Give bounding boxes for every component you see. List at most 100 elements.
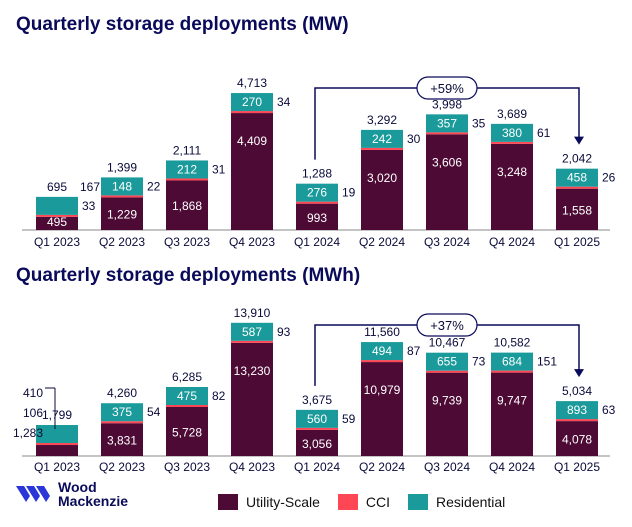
- logo-line-1: Wood: [58, 479, 97, 495]
- data-label-utility: 3,056: [302, 437, 332, 451]
- data-label-utility: 3,831: [107, 434, 137, 448]
- x-tick-label: Q4 2023: [229, 235, 275, 249]
- x-tick-label: Q2 2023: [99, 235, 145, 249]
- x-tick-label: Q3 2024: [424, 460, 470, 474]
- data-label-residential: 684: [502, 355, 522, 369]
- bar-utility-scale: [166, 406, 208, 456]
- x-tick-label: Q1 2025: [554, 460, 600, 474]
- data-label-residential: 893: [567, 403, 587, 417]
- data-label-cci: 54: [147, 405, 161, 419]
- x-tick-label: Q3 2023: [164, 460, 210, 474]
- bar-cci: [101, 421, 143, 424]
- bar-residential: [491, 123, 533, 142]
- bar-residential: [556, 401, 598, 420]
- bar-residential: [36, 196, 78, 215]
- data-label-total: 6,285: [172, 370, 202, 384]
- data-label-cci: 106: [23, 406, 43, 420]
- bar-utility-scale: [426, 134, 468, 230]
- data-label-utility: 3,606: [432, 155, 462, 169]
- legend-swatch-cci: [337, 494, 358, 510]
- bar-cci: [231, 340, 273, 343]
- data-label-total: 3,292: [367, 113, 397, 127]
- bar-residential: [361, 129, 403, 148]
- data-label-total: 3,998: [432, 97, 462, 111]
- data-label-residential: 270: [242, 95, 262, 109]
- bar-cci: [556, 419, 598, 422]
- bar-residential: [296, 183, 338, 202]
- bar-cci: [296, 201, 338, 204]
- data-label-cci: 26: [602, 171, 616, 185]
- x-tick-label: Q3 2023: [164, 235, 210, 249]
- bar-utility-scale: [36, 216, 78, 230]
- bar-utility-scale: [101, 423, 143, 456]
- legend-swatch-utility: [218, 494, 238, 510]
- growth-label: +37%: [430, 318, 464, 333]
- data-label-cci: 87: [407, 344, 421, 358]
- data-label-total: 1,799: [42, 408, 72, 422]
- data-label-utility: 1,229: [107, 208, 137, 222]
- bar-residential: [231, 322, 273, 341]
- bar-utility-scale: [36, 445, 78, 456]
- logo-mark-icon: [16, 486, 50, 502]
- data-label-residential: 167: [80, 180, 100, 194]
- x-tick-label: Q3 2024: [424, 235, 470, 249]
- data-label-utility: 9,747: [497, 394, 527, 408]
- data-label-total: 2,111: [173, 143, 202, 157]
- data-label-total: 695: [47, 180, 67, 194]
- data-label-total: 1,288: [302, 167, 332, 181]
- bar-residential: [231, 93, 273, 112]
- legend-item-residential: Residential: [408, 494, 505, 510]
- data-label-residential: 494: [372, 344, 392, 358]
- legend: Utility-Scale CCI Residential: [218, 494, 505, 510]
- legend-label-utility: Utility-Scale: [246, 494, 320, 510]
- data-label-utility: 3,020: [367, 171, 397, 185]
- data-label-cci: 19: [342, 186, 356, 200]
- data-label-cci: 82: [212, 389, 226, 403]
- bar-cci: [296, 427, 338, 430]
- x-tick-label: Q1 2025: [554, 235, 600, 249]
- data-label-total: 5,034: [562, 384, 592, 398]
- bar-utility-scale: [231, 342, 273, 456]
- bar-cci: [361, 147, 403, 150]
- data-label-utility: 13,230: [234, 364, 271, 378]
- bar-utility-scale: [296, 203, 338, 230]
- data-label-residential: 276: [307, 186, 327, 200]
- data-label-utility: 4,078: [562, 433, 592, 447]
- bar-utility-scale: [231, 113, 273, 230]
- data-label-residential: 242: [372, 132, 392, 146]
- bar-utility-scale: [101, 197, 143, 230]
- bar-residential: [426, 114, 468, 133]
- data-label-total: 1,399: [107, 160, 137, 174]
- data-label-residential: 410: [23, 386, 43, 400]
- growth-arrowhead: [574, 136, 584, 145]
- bar-utility-scale: [556, 421, 598, 456]
- data-label-residential: 375: [112, 405, 132, 419]
- x-tick-label: Q4 2024: [489, 460, 535, 474]
- bar-cci: [36, 443, 78, 446]
- x-tick-label: Q2 2024: [359, 235, 405, 249]
- legend-label-cci: CCI: [365, 494, 391, 510]
- bar-residential: [166, 160, 208, 179]
- bar-residential: [491, 352, 533, 371]
- data-label-cci: 151: [537, 355, 557, 369]
- bar-utility-scale: [491, 143, 533, 230]
- data-label-utility: 5,728: [172, 425, 202, 439]
- data-label-cci: 73: [472, 355, 486, 369]
- data-label-residential: 560: [307, 412, 327, 426]
- bar-cci: [426, 132, 468, 135]
- legend-item-utility: Utility-Scale: [218, 494, 320, 510]
- bar-cci: [426, 370, 468, 373]
- data-label-cci: 93: [277, 325, 291, 339]
- x-tick-label: Q1 2024: [294, 235, 340, 249]
- bar-cci: [101, 195, 143, 198]
- data-label-total: 4,260: [107, 386, 137, 400]
- data-label-cci: 22: [147, 179, 161, 193]
- data-label-utility: 495: [47, 215, 67, 229]
- data-label-total: 10,582: [494, 336, 531, 350]
- data-label-cci: 63: [602, 403, 616, 417]
- data-label-cci: 61: [537, 126, 551, 140]
- bar-utility-scale: [556, 188, 598, 230]
- bar-residential: [36, 425, 78, 444]
- data-label-residential: 475: [177, 389, 197, 403]
- data-label-cci: 33: [82, 199, 96, 213]
